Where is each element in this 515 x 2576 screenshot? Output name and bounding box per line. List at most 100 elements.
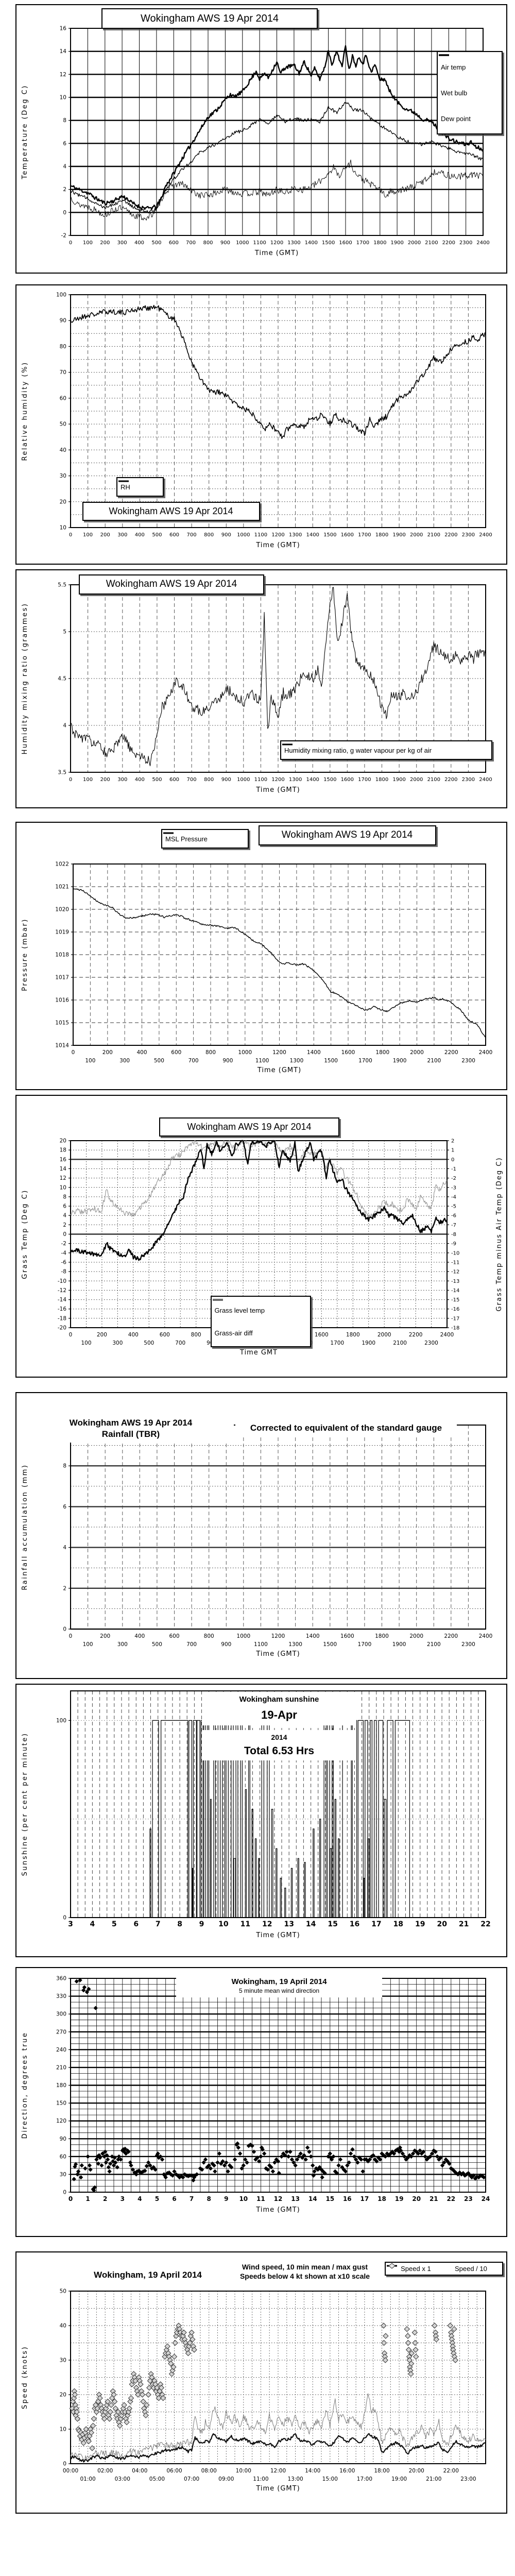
series-msl-pressure [73,888,486,1038]
svg-text:2: 2 [63,1585,66,1591]
chart-panel-wind-speed: 0 10 20 30 40 50 00:00 02:00 04:00 06:00 08:00 10:0… [15,2251,507,2514]
svg-text:1000: 1000 [237,777,250,783]
svg-text:4.5: 4.5 [58,676,66,682]
line-marker-icon [282,743,293,745]
svg-text:5: 5 [155,2195,159,2202]
text-line: Wokingham AWS 19 Apr 2014 [109,506,233,516]
y-axis-title: Rainfall accumulation (mm) [21,1464,29,1590]
svg-text:05:00: 05:00 [149,2476,165,2482]
svg-text:20: 20 [412,2195,421,2202]
svg-text:400: 400 [135,532,145,538]
svg-text:2400: 2400 [479,1633,493,1639]
svg-text:11: 11 [256,2195,265,2202]
svg-text:100: 100 [85,1058,95,1064]
legend-label: Dew point [441,114,471,123]
line-marker-icon [163,832,174,834]
svg-text:16: 16 [60,26,67,32]
svg-text:-15: -15 [451,1297,459,1303]
svg-text:10: 10 [60,1184,66,1191]
chart-panel-relative-humidity: 10 20 30 40 50 60 70 80 90 100 0 100 200 300 400 500 600… [15,284,507,565]
svg-text:500: 500 [152,532,162,538]
svg-text:-1: -1 [451,1166,456,1172]
svg-text:120: 120 [56,2118,66,2124]
svg-text:10: 10 [60,525,66,531]
chart-panel-temperature: -2 0 2 4 6 8 10 12 14 16 0 100 200 300 400 500 600 700 800… [15,4,507,274]
svg-text:800: 800 [204,777,214,783]
svg-text:360: 360 [56,1976,66,1982]
svg-text:1100: 1100 [254,532,267,538]
svg-text:-2: -2 [61,233,66,239]
svg-text:300: 300 [112,1340,123,1346]
text-line: Wokingham sunshine [239,1695,319,1704]
svg-text:2200: 2200 [444,1633,458,1639]
svg-text:1600: 1600 [340,1633,354,1639]
grass-temp-plot: -20-18-16-14-12-10-8-6-4-202468101214161… [21,1138,503,1357]
svg-text:-20: -20 [58,1325,66,1331]
svg-text:1100: 1100 [254,1641,268,1648]
svg-text:60: 60 [60,2154,66,2160]
svg-text:1900: 1900 [392,532,405,538]
svg-text:500: 500 [152,777,162,783]
svg-text:1700: 1700 [358,1058,372,1064]
svg-text:-18: -18 [451,1326,459,1331]
svg-text:1600: 1600 [341,1049,355,1056]
svg-text:-10: -10 [451,1250,459,1256]
svg-text:40: 40 [60,2323,66,2329]
svg-text:0: 0 [63,210,66,216]
svg-text:1500: 1500 [323,1641,337,1648]
line-marker-icon [439,55,449,56]
svg-text:6: 6 [63,1504,66,1510]
svg-text:22: 22 [447,2195,455,2202]
sunshine-plot: 0 100 3 4 5 6 7 8 9 10 11 12 13 14 15 16 17 18 19 20 21 22 Sun… [21,1690,491,1939]
svg-text:6: 6 [133,1920,139,1928]
diamond-marker-icon [388,2263,396,2269]
svg-text:900: 900 [221,532,231,538]
grass-temp-title-box: Wokingham AWS 19 Apr 2014 [159,1117,339,1137]
svg-text:3: 3 [121,2195,125,2202]
svg-text:-12: -12 [451,1269,459,1275]
legend-item: Wet bulb [439,55,499,106]
sunshine-title-line2: 19-Apr [202,1705,356,1725]
svg-text:2200: 2200 [444,532,457,538]
pressure-title-box: Wokingham AWS 19 Apr 2014 [258,825,436,845]
y-axis-title: Sunshine (per cent per minute) [21,1733,29,1876]
svg-text:1700: 1700 [356,240,369,246]
rainfall-title-left: Wokingham AWS 19 Apr 2014 Rainfall (TBR) [28,1415,234,1443]
svg-text:100: 100 [83,777,93,783]
axes: 0 100 3 4 5 6 7 8 9 10 11 12 13 14 15 16 17 18 19 20 21 22 [56,1718,491,1928]
svg-text:200: 200 [97,1332,107,1338]
svg-text:1900: 1900 [362,1340,375,1346]
sunshine-title-line4: Total 6.53 Hrs [202,1741,356,1761]
svg-text:0: 0 [69,532,72,538]
x-axis-title: Time (GMT) [255,2485,300,2493]
svg-text:4: 4 [63,723,66,729]
svg-text:13: 13 [291,2195,300,2202]
svg-text:9: 9 [224,2195,228,2202]
svg-text:0: 0 [68,2195,73,2202]
svg-text:300: 300 [119,1058,130,1064]
svg-text:0: 0 [69,240,72,246]
y-axis-title: Direction, degrees true [21,2032,29,2139]
svg-text:-8: -8 [61,1269,66,1275]
svg-text:500: 500 [151,240,161,246]
svg-text:18: 18 [393,1920,403,1928]
svg-text:300: 300 [117,777,127,783]
x-axis-title: Time (GMT) [257,1066,301,1074]
legend-item: Speed x 1 [387,2265,431,2273]
legend-item: Humidity mixing ratio, g water vapour pe… [282,743,488,757]
svg-text:12: 12 [274,2195,283,2202]
svg-text:1600: 1600 [315,1332,329,1338]
svg-text:14: 14 [308,2195,317,2202]
svg-text:16: 16 [343,2195,352,2202]
svg-text:8: 8 [207,2195,211,2202]
svg-text:1700: 1700 [358,532,371,538]
svg-text:1: 1 [85,2195,90,2202]
text-line: 2014 [271,1733,287,1741]
svg-text:100: 100 [83,240,93,246]
series-wet-bulb [70,101,484,214]
series-rh [70,304,486,439]
svg-text:50: 50 [60,2289,66,2295]
svg-text:2: 2 [63,1222,66,1228]
